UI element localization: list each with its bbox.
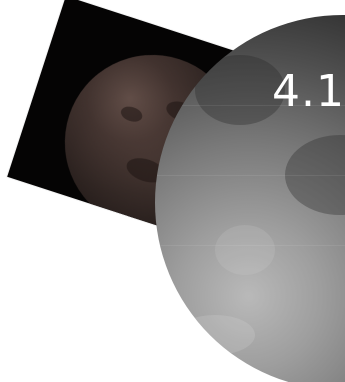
moon-label: 4.1: [272, 66, 345, 117]
moon-sphere[interactable]: [155, 15, 345, 382]
